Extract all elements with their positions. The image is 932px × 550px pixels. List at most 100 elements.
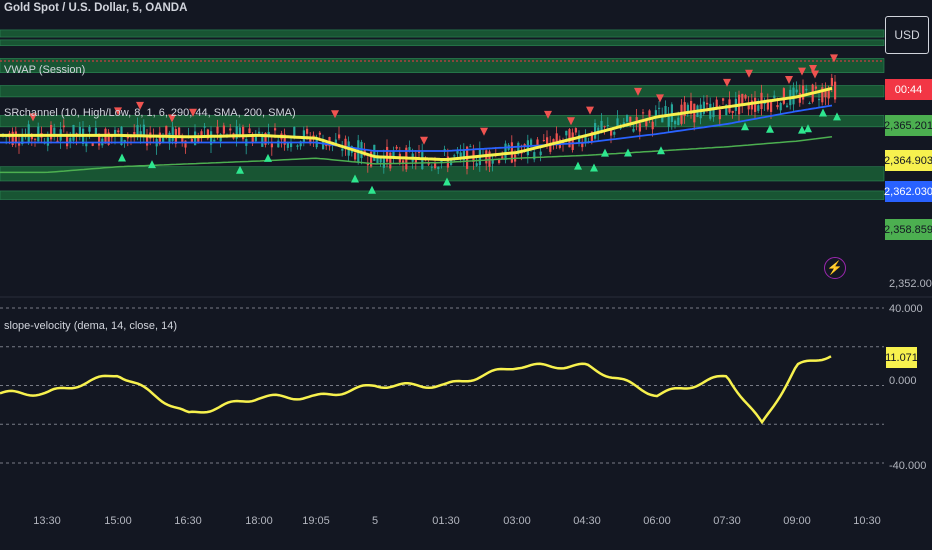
buy-marker	[148, 160, 156, 169]
vwap-indicator-label[interactable]: VWAP (Session)	[4, 64, 86, 76]
candle-body	[526, 140, 529, 156]
candle-body	[165, 125, 168, 137]
candle-body	[661, 116, 664, 123]
candle-body	[309, 138, 312, 144]
candle-body	[53, 127, 56, 137]
candle-body	[178, 127, 181, 136]
buy-marker	[804, 124, 812, 133]
candle-body	[648, 110, 651, 117]
candle-body	[421, 152, 424, 170]
sell-marker	[136, 101, 144, 110]
candle-body	[779, 103, 782, 111]
candle-body	[795, 89, 798, 93]
candle-body	[613, 131, 616, 135]
symbol-title[interactable]: Gold Spot / U.S. Dollar, 5, OANDA	[4, 2, 188, 14]
slope-velocity-line	[0, 355, 832, 425]
candle-body	[354, 152, 357, 160]
candle-body	[747, 103, 750, 110]
buy-marker	[590, 163, 598, 172]
price-label-vwap: 2,364.903	[884, 150, 932, 171]
candle-body	[123, 139, 126, 143]
buy-marker	[574, 161, 582, 170]
candle-body	[491, 159, 494, 164]
price-axis-tick: 2,352.000	[889, 278, 932, 290]
srchannel-indicator-label[interactable]: SRchannel (10, High/Low, 8, 1, 6, 290, 4…	[4, 107, 296, 119]
candle-body	[546, 137, 549, 146]
sell-marker	[331, 110, 339, 119]
candle-body	[379, 157, 382, 163]
time-tick: 18:00	[245, 515, 273, 527]
candle-body	[181, 137, 184, 143]
candle-body	[594, 123, 597, 139]
candle-body	[62, 125, 65, 128]
candle-body	[274, 128, 277, 131]
osc-axis-tick-bottom: -40.000	[889, 460, 927, 472]
sell-marker	[723, 78, 731, 87]
candle-body	[88, 126, 91, 132]
candle-body	[597, 127, 600, 134]
candle-body	[229, 128, 232, 131]
time-tick: 19:05	[302, 515, 330, 527]
candle-body	[200, 131, 203, 137]
buy-marker	[819, 108, 827, 117]
candle-body	[539, 151, 542, 156]
time-tick: 13:30	[33, 515, 61, 527]
candle-body	[626, 115, 629, 122]
candle-body	[133, 131, 136, 136]
candle-body	[341, 148, 344, 151]
candle-body	[299, 141, 302, 147]
candle-body	[210, 131, 213, 145]
sell-marker	[830, 54, 838, 63]
candle-body	[85, 143, 88, 147]
sell-marker	[567, 117, 575, 126]
candle-body	[818, 99, 821, 101]
currency-button[interactable]: USD	[885, 16, 929, 54]
candle-body	[715, 99, 718, 110]
candle-body	[504, 143, 507, 160]
candle-body	[213, 139, 216, 142]
blue-ma-line	[0, 104, 833, 152]
candle-body	[78, 126, 81, 137]
candle-body	[382, 155, 385, 168]
sell-marker	[114, 107, 122, 116]
candle-body	[667, 113, 670, 127]
candle-body	[574, 128, 577, 133]
oscillator-indicator-label[interactable]: slope-velocity (dema, 14, close, 14)	[4, 320, 178, 332]
candle-body	[370, 151, 373, 167]
time-tick: 07:30	[713, 515, 741, 527]
candle-body	[14, 131, 17, 144]
candle-body	[731, 110, 734, 113]
price-label-green-lower: 2,358.859	[884, 219, 932, 240]
candle-body	[664, 106, 667, 117]
candle-body	[530, 139, 533, 146]
oscillator-plot	[0, 355, 832, 425]
candle-body	[72, 124, 75, 141]
candle-body	[469, 146, 472, 148]
lightning-icon[interactable]: ⚡	[824, 257, 846, 279]
candle-body	[126, 136, 129, 139]
candle-body	[590, 131, 593, 143]
candle-body	[674, 120, 677, 125]
buy-marker	[657, 146, 665, 155]
candle-body	[206, 129, 209, 139]
candle-body	[376, 155, 379, 164]
candle-body	[744, 95, 747, 99]
candle-body	[11, 131, 14, 146]
candle-body	[395, 146, 398, 149]
candle-body	[709, 103, 712, 119]
candle-body	[21, 136, 24, 145]
candle-body	[168, 132, 171, 144]
candle-body	[18, 142, 21, 146]
sell-marker	[785, 76, 793, 85]
candle-body	[651, 121, 654, 130]
candle-body	[552, 139, 555, 144]
candle-body	[117, 130, 120, 133]
candle-body	[270, 143, 273, 148]
candle-body	[238, 127, 241, 137]
candle-body	[645, 120, 648, 127]
candle-body	[286, 142, 289, 148]
candle-body	[600, 120, 603, 133]
candle-body	[475, 163, 478, 166]
